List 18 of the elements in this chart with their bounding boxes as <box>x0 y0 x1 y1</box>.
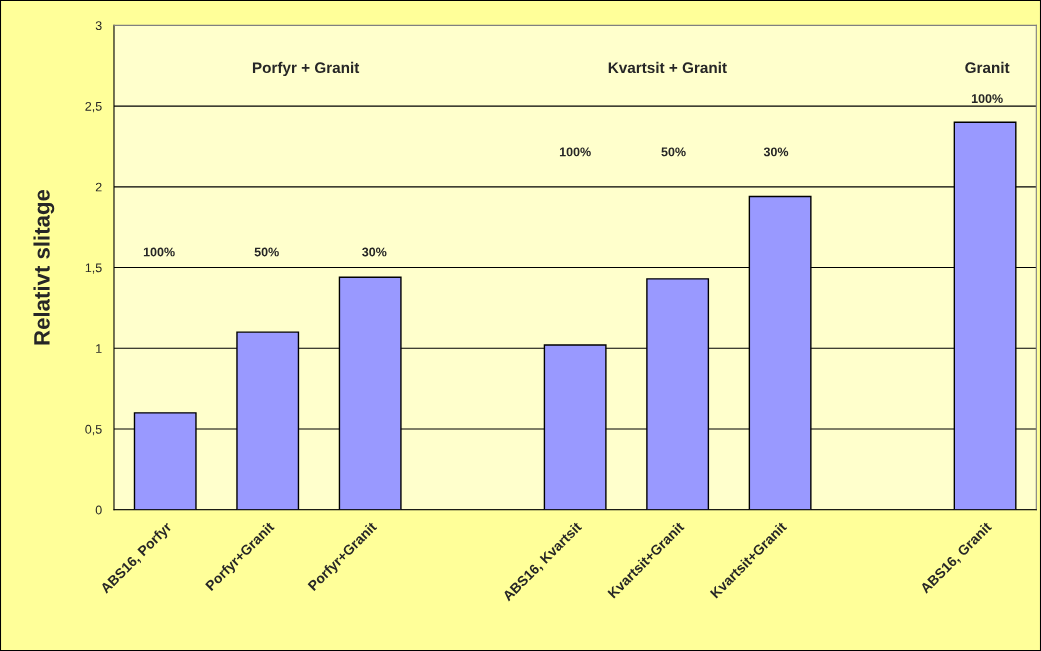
annotation: Kvartsit + Granit <box>608 61 727 74</box>
y-tick-label: 2 <box>95 182 102 192</box>
annotation: 50% <box>661 147 686 157</box>
annotation: 30% <box>362 247 387 257</box>
annotation: 100% <box>143 247 175 257</box>
annotation: 30% <box>763 147 789 157</box>
annotation: Porfyr + Granit <box>252 61 360 77</box>
y-tick-label: 1,5 <box>85 263 102 274</box>
annotation: Granit <box>965 61 1010 74</box>
y-tick-label: 0,5 <box>85 424 102 436</box>
y-tick-label: 1 <box>96 344 102 353</box>
y-tick-label: 0 <box>95 505 102 515</box>
y-tick-label: 3 <box>95 21 102 31</box>
annotation: 50% <box>254 247 279 257</box>
annotation: 100% <box>559 147 591 157</box>
y-tick-label: 2,5 <box>85 101 102 113</box>
annotation: 100% <box>971 94 1003 104</box>
y-axis-title: Relativt slitage <box>33 189 55 345</box>
